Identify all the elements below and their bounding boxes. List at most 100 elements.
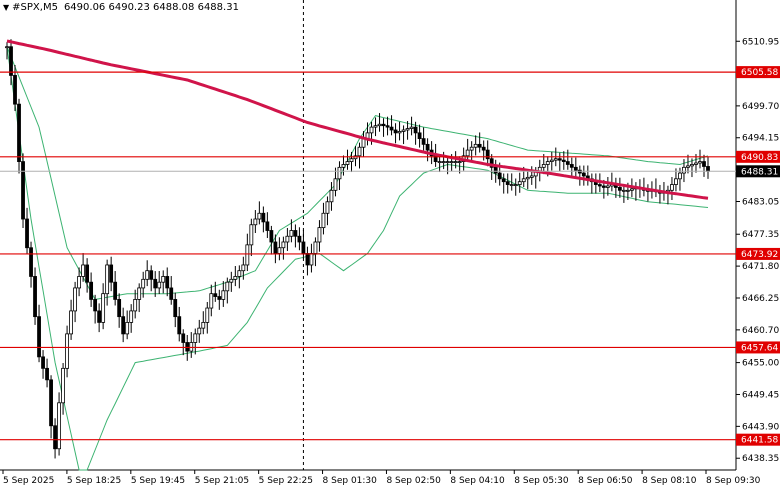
candle-body: [49, 379, 53, 427]
candle-body: [153, 278, 158, 289]
candle-body: [113, 281, 118, 300]
symbol-label: #SPX,M5: [12, 2, 58, 13]
price-level-tag: [736, 66, 780, 79]
candle-body: [317, 227, 322, 243]
candle-body: [293, 230, 298, 237]
candle-body: [257, 212, 262, 220]
time-tick-label: 8 Sep 01:30: [323, 476, 378, 486]
candle-body: [525, 176, 530, 180]
candle-body: [65, 333, 69, 369]
candle-body: [625, 189, 630, 192]
candle-body: [517, 181, 522, 185]
time-tick-label: 5 Sep 18:25: [67, 476, 121, 486]
candle-body: [437, 161, 442, 163]
candle-body: [117, 299, 122, 318]
time-tick-label: 8 Sep 05:30: [514, 476, 569, 486]
candle-body: [265, 221, 270, 231]
candle-body: [497, 172, 502, 180]
time-tick-label: 8 Sep 06:50: [578, 476, 633, 486]
candle-body: [25, 218, 29, 249]
candle-body: [57, 402, 61, 450]
candle-body: [313, 241, 318, 254]
candle-body: [389, 126, 394, 131]
price-tick-label: 6477.35: [742, 230, 779, 240]
collapse-triangle-icon[interactable]: ▼: [3, 3, 10, 12]
price-level-label: 6490.83: [741, 153, 778, 163]
candle-body: [161, 276, 166, 283]
candle-body: [21, 161, 25, 220]
candle-body: [173, 299, 178, 318]
candle-body: [37, 316, 41, 358]
time-tick-label: 5 Sep 19:45: [131, 476, 185, 486]
candle-body: [541, 164, 546, 168]
candle-body: [369, 126, 374, 134]
candle-body: [289, 230, 294, 237]
price-tick-label: 6460.70: [742, 326, 779, 336]
time-tick-label: 8 Sep 08:10: [642, 476, 697, 486]
candle-body: [229, 278, 234, 283]
candle-body: [221, 290, 226, 300]
candle-body: [137, 287, 142, 300]
candle-body: [629, 188, 634, 191]
candle-body: [261, 212, 266, 223]
candle-body: [309, 253, 314, 266]
candle-body: [253, 218, 258, 226]
chart-header: ▼ #SPX,M5 6490.06 6490.23 6488.08 6488.31: [3, 2, 239, 13]
price-tick-label: 6443.90: [742, 422, 779, 432]
candle-body: [337, 166, 342, 180]
candle-body: [13, 75, 17, 105]
candle-body: [101, 293, 106, 323]
price-tick-label: 6466.25: [742, 294, 779, 304]
candle-body: [445, 161, 450, 163]
candle-body: [61, 367, 65, 404]
candle-body: [277, 247, 282, 254]
price-tick-label: 6483.05: [742, 197, 779, 207]
candle-body: [125, 321, 130, 335]
candle-body: [185, 342, 190, 352]
bollinger-lower-band: [6, 46, 709, 471]
candle-body: [553, 158, 558, 161]
time-tick-label: 5 Sep 22:25: [259, 476, 313, 486]
candle-body: [670, 184, 674, 191]
ohlc-close: 6488.31: [197, 2, 239, 13]
candle-body: [409, 126, 414, 129]
candle-body: [509, 184, 514, 186]
candle-body: [217, 296, 222, 300]
candle-body: [702, 161, 706, 167]
candle-body: [97, 310, 102, 323]
time-tick-label: 5 Sep 21:05: [195, 476, 249, 486]
time-tick-label: 8 Sep 02:50: [386, 476, 441, 486]
candle-body: [477, 143, 482, 148]
candle-body: [621, 189, 626, 192]
price-tick-label: 6438.35: [742, 454, 779, 464]
candle-body: [489, 158, 494, 168]
candle-body: [81, 264, 86, 277]
candle-body: [213, 293, 218, 297]
candle-body: [93, 299, 98, 312]
candle-body: [601, 185, 606, 188]
candle-body: [249, 224, 254, 246]
candle-body: [45, 367, 49, 381]
candle-body: [225, 281, 230, 292]
candle-body: [473, 143, 478, 148]
candle-body: [281, 241, 286, 249]
candle-body: [273, 241, 278, 254]
time-tick-label: 8 Sep 04:10: [450, 476, 505, 486]
time-tick-label: 5 Sep 2025: [3, 476, 54, 486]
candle-body: [305, 253, 310, 266]
candle-body: [169, 287, 174, 300]
ohlc-low: 6488.08: [153, 2, 195, 13]
price-level-tag: [736, 433, 780, 446]
candle-body: [241, 264, 246, 272]
candle-body: [417, 132, 422, 140]
candle-body: [333, 178, 338, 191]
candle-body: [694, 162, 698, 165]
price-tick-label: 6455.00: [742, 359, 779, 369]
candle-body: [505, 181, 510, 185]
candle-body: [397, 131, 402, 134]
current-price-label: 6488.31: [741, 167, 778, 177]
candle-body: [557, 158, 562, 161]
bollinger-upper-band: [6, 46, 709, 300]
